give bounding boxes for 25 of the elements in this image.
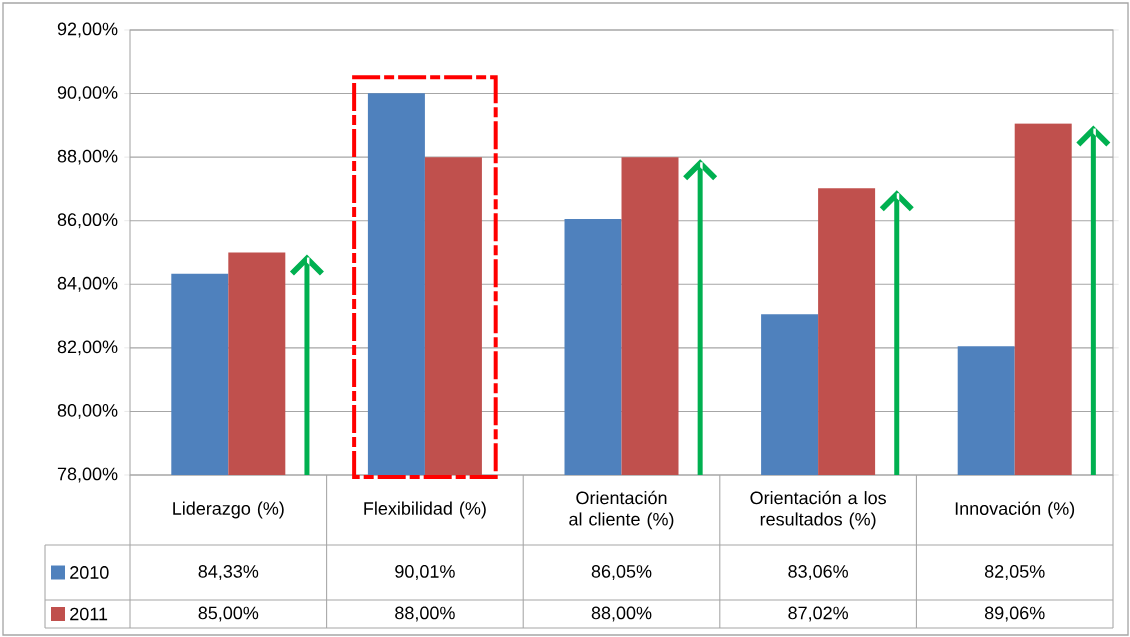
x-tick-label: Orientación al cliente (%) <box>569 490 674 530</box>
y-tick-label: 86,00% <box>57 213 118 229</box>
data-label: 86,05% <box>591 565 652 580</box>
y-tick-label: 84,00% <box>57 276 118 292</box>
x-tick-label: Flexibilidad (%) <box>364 501 486 519</box>
legend-label: 2011 <box>70 607 108 621</box>
data-label: 88,00% <box>395 606 455 622</box>
data-label: 83,06% <box>788 565 848 580</box>
x-tick-label: Liderazgo (%) <box>173 501 284 519</box>
data-label: 89,06% <box>984 606 1045 622</box>
x-tick-label: Innovación (%) <box>955 501 1075 519</box>
y-tick-label: 82,00% <box>57 340 118 356</box>
data-label: 87,02% <box>788 606 848 622</box>
data-label: 85,00% <box>198 606 259 622</box>
data-label: 90,01% <box>395 565 455 580</box>
data-label: 84,33% <box>198 565 259 580</box>
y-tick-label: 88,00% <box>57 149 118 165</box>
y-tick-label: 90,00% <box>57 86 118 101</box>
legend-label: 2010 <box>70 566 109 579</box>
y-tick-label: 80,00% <box>57 403 118 419</box>
data-label: 88,00% <box>591 606 652 622</box>
y-tick-label: 92,00% <box>57 22 118 38</box>
x-tick-label: Orientación a los resultados (%) <box>750 490 886 530</box>
data-label: 82,05% <box>984 565 1045 580</box>
y-tick-label: 78,00% <box>57 467 118 483</box>
